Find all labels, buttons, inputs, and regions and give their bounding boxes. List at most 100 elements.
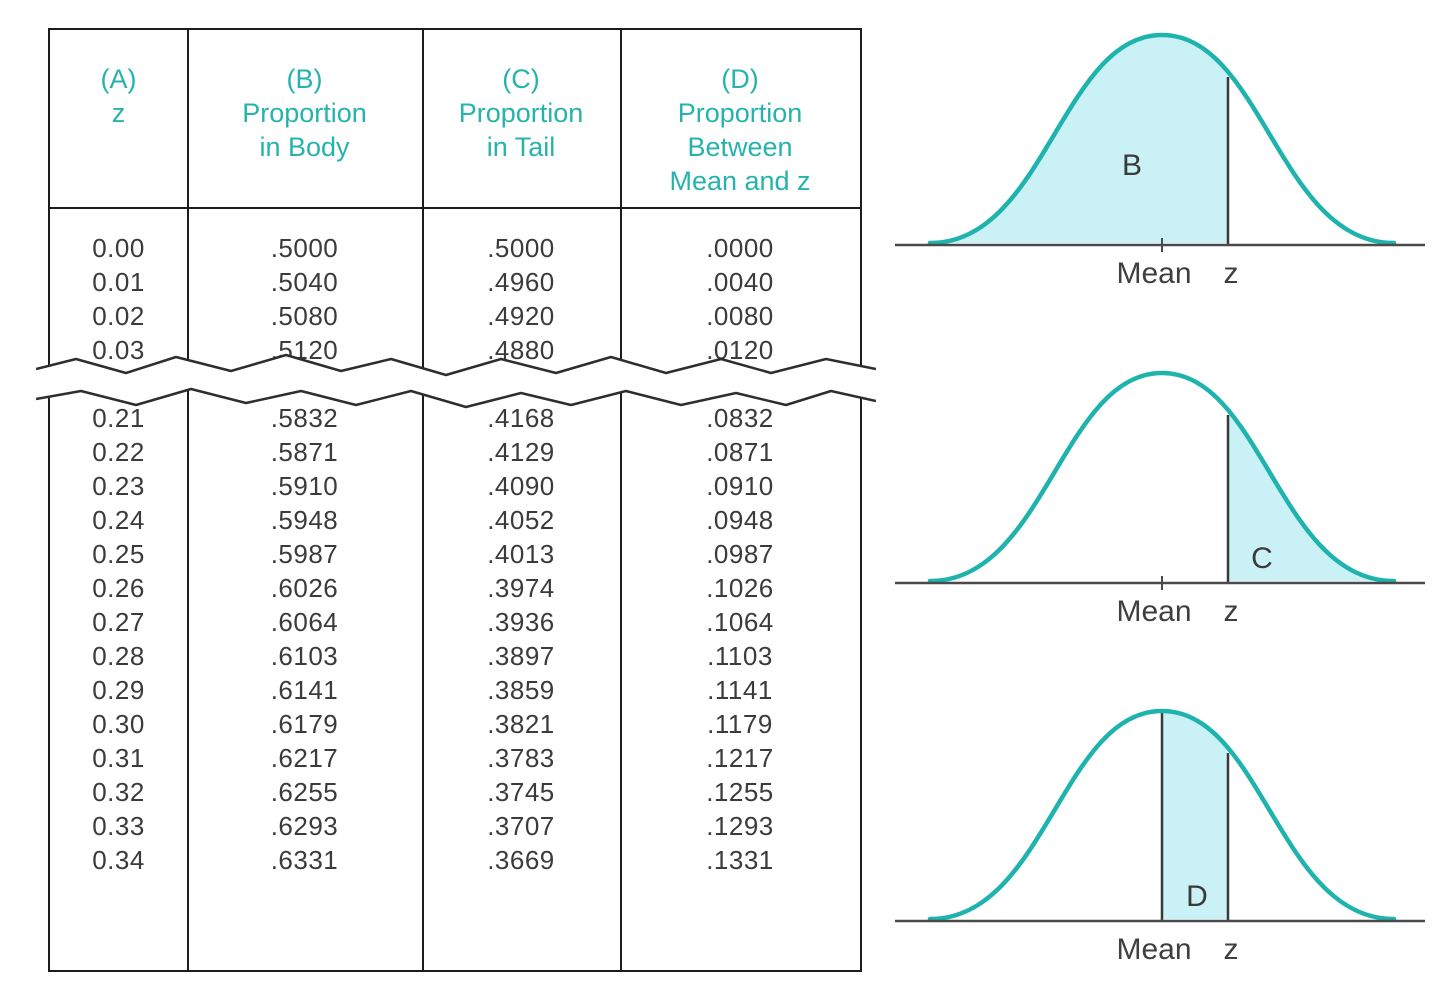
table-cell: .0832 <box>706 403 774 433</box>
shaded-region-between <box>1162 711 1228 919</box>
table-row: 0.28 .6103 .3897 .1103 <box>50 639 860 673</box>
table-row: 0.25 .5987 .4013 .0987 <box>50 537 860 571</box>
table-cell: .0080 <box>706 301 774 331</box>
shaded-region-tail <box>1228 410 1394 581</box>
normal-curve <box>927 32 1397 246</box>
table-cell: .1064 <box>706 607 774 637</box>
region-label: B <box>1122 149 1142 182</box>
table-cell: .1141 <box>707 675 773 705</box>
table-cell: 0.34 <box>92 845 145 875</box>
table-header-row: (A) z (B) Proportion in Body (C) Proport… <box>50 30 860 209</box>
table-cell: 0.22 <box>92 437 145 467</box>
table-cell: 0.27 <box>92 607 145 637</box>
table-cell: .3669 <box>487 845 555 875</box>
region-label: C <box>1251 542 1273 575</box>
table-cell: .6026 <box>270 573 339 603</box>
table-cell: 0.26 <box>92 573 145 603</box>
table-cell: .4168 <box>487 403 555 433</box>
table-cell: 0.29 <box>92 675 145 705</box>
table-cell: .3859 <box>487 675 555 705</box>
table-cell: .4920 <box>487 301 555 331</box>
table-cell: .6217 <box>270 743 339 773</box>
table-cell: .5080 <box>270 301 339 331</box>
table-row: 0.00 .5000 .5000 .0000 <box>50 231 860 265</box>
table-cell: .5832 <box>270 403 339 433</box>
table-cell: .6179 <box>270 709 339 739</box>
table-cell: .5910 <box>270 471 339 501</box>
table-cell: .0910 <box>706 471 774 501</box>
table-cell: .4129 <box>487 437 555 467</box>
table-cell: 0.28 <box>92 641 145 671</box>
table-cell: .1293 <box>706 811 774 841</box>
table-cell: .1217 <box>706 743 774 773</box>
table-row: 0.22 .5871 .4129 .0871 <box>50 435 860 469</box>
table-cell: .3974 <box>487 573 555 603</box>
tear-white-band <box>36 355 876 407</box>
normal-curve <box>927 708 1397 922</box>
table-cell: .0040 <box>706 267 774 297</box>
normal-curve <box>927 370 1397 584</box>
table-cell: .6064 <box>270 607 339 637</box>
table-cell: 0.30 <box>92 709 145 739</box>
table-row: 0.34 .6331 .3669 .1331 <box>50 843 860 877</box>
table-cell: .0987 <box>706 539 774 569</box>
unit-normal-table: (A) z (B) Proportion in Body (C) Proport… <box>36 28 876 972</box>
table-row: 0.02 .5080 .4920 .0080 <box>50 299 860 333</box>
header-col-c: (C) Proportion in Tail <box>458 64 584 162</box>
tear-bottom-edge <box>36 387 876 409</box>
table-cell: .6293 <box>270 811 339 841</box>
header-col-d: (D) Proportion Between Mean and z <box>669 64 811 196</box>
table-cell: .1179 <box>707 709 773 739</box>
table-cell: .1331 <box>706 845 774 875</box>
table-cell: 0.23 <box>92 471 145 501</box>
table-cell: .3897 <box>487 641 555 671</box>
region-label: D <box>1186 880 1208 913</box>
table-row: 0.30 .6179 .3821 .1179 <box>50 707 860 741</box>
table-cell: .4052 <box>487 505 555 535</box>
table-row: 0.24 .5948 .4052 .0948 <box>50 503 860 537</box>
table-row: 0.31 .6217 .3783 .1217 <box>50 741 860 775</box>
mean-label: Mean <box>1116 595 1191 628</box>
table-cell: .4013 <box>487 539 555 569</box>
z-label: z <box>1224 933 1239 966</box>
curve-panel-between: D Mean z <box>880 676 1440 1006</box>
table-cell: .6141 <box>270 675 339 705</box>
table-cell: .0948 <box>706 505 774 535</box>
header-col-a: (A) z <box>100 64 137 128</box>
table-row: 0.01 .5040 .4960 .0040 <box>50 265 860 299</box>
table-cell: 0.21 <box>92 403 145 433</box>
header-col-b: (B) Proportion in Body <box>242 64 367 162</box>
table-row: 0.33 .6293 .3707 .1293 <box>50 809 860 843</box>
table-cell: .0000 <box>706 233 774 263</box>
table-cell: .6255 <box>270 777 339 807</box>
table-cell: .6331 <box>270 845 339 875</box>
table-row: 0.26 .6026 .3974 .1026 <box>50 571 860 605</box>
table-cell: .4090 <box>487 471 555 501</box>
table-tear-break <box>36 353 876 409</box>
table-cell: 0.31 <box>92 743 145 773</box>
table-row: 0.32 .6255 .3745 .1255 <box>50 775 860 809</box>
table-cell: .5948 <box>270 505 339 535</box>
table-cell: .5040 <box>270 267 339 297</box>
z-label: z <box>1224 257 1239 290</box>
table-cell: .5000 <box>270 233 339 263</box>
table-cell: 0.03 <box>92 335 145 365</box>
table-cell: .4960 <box>487 267 555 297</box>
curve-panel-body: B Mean z <box>880 0 1440 330</box>
mean-label: Mean <box>1116 257 1191 290</box>
table-cell: .3745 <box>487 777 555 807</box>
column-divider <box>187 30 189 970</box>
table-cell: 0.33 <box>92 811 145 841</box>
table-cell: .1026 <box>706 573 774 603</box>
table-body-top: 0.00.5000.5000.0000 0.01.5040.4960.0040 0.… <box>50 209 860 367</box>
table-cell: .3821 <box>487 709 555 739</box>
table-row: 0.27 .6064 .3936 .1064 <box>50 605 860 639</box>
curve-panel-tail: C Mean z <box>880 338 1440 668</box>
table-row: 0.21 .5832 .4168 .0832 <box>50 401 860 435</box>
mean-label: Mean <box>1116 933 1191 966</box>
table-cell: 0.25 <box>92 539 145 569</box>
table-cell: .3707 <box>487 811 555 841</box>
table-cell: 0.02 <box>92 301 145 331</box>
table-cell: .1255 <box>706 777 774 807</box>
